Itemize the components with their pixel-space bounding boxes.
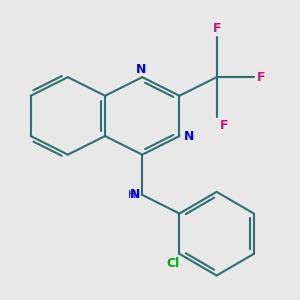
Text: N: N bbox=[130, 188, 141, 201]
Text: F: F bbox=[257, 71, 266, 84]
Text: F: F bbox=[220, 119, 228, 132]
Text: Cl: Cl bbox=[167, 257, 180, 270]
Text: H: H bbox=[128, 190, 136, 200]
Text: N: N bbox=[184, 130, 194, 142]
Text: F: F bbox=[212, 22, 221, 35]
Text: N: N bbox=[136, 63, 146, 76]
